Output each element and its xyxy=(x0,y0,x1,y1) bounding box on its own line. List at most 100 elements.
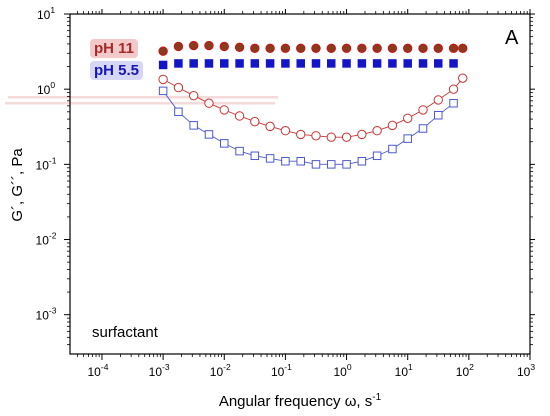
series-2 xyxy=(158,73,468,142)
x-tick-label: 10-1 xyxy=(271,362,292,379)
x-tick-label: 10-3 xyxy=(149,362,170,379)
data-point-circle xyxy=(403,113,413,123)
data-point-square xyxy=(296,59,305,68)
plot-frame xyxy=(69,13,531,355)
data-point-circle xyxy=(296,43,306,53)
data-point-circle xyxy=(250,116,260,127)
data-point-square xyxy=(158,60,168,70)
data-point-square xyxy=(403,59,412,68)
data-point-square xyxy=(372,59,382,68)
data-point-square xyxy=(174,59,183,68)
data-point-circle xyxy=(418,43,428,53)
data-point-circle xyxy=(296,129,306,140)
series-3 xyxy=(158,86,458,169)
data-point-square xyxy=(235,146,244,156)
data-point-circle xyxy=(234,42,245,53)
data-point-circle xyxy=(173,41,184,52)
data-point-square xyxy=(281,156,290,166)
y-tick-label: 10-3 xyxy=(36,306,57,323)
x-tick-label: 101 xyxy=(395,362,413,379)
data-point-circle xyxy=(403,43,413,53)
data-point-square xyxy=(357,59,367,68)
data-point-square xyxy=(372,151,382,161)
data-point-square xyxy=(418,59,428,68)
data-point-square xyxy=(204,59,214,68)
data-point-circle xyxy=(341,132,352,142)
data-point-circle xyxy=(357,43,367,53)
legend-label-ph55: pH 5.5 xyxy=(94,62,139,79)
data-point-square xyxy=(388,59,397,68)
data-point-square xyxy=(220,59,229,68)
data-point-circle xyxy=(173,82,184,93)
data-point-circle xyxy=(372,126,382,136)
series-0 xyxy=(158,40,468,56)
data-point-square xyxy=(327,160,336,169)
x-tick-label: 10-2 xyxy=(210,362,231,379)
x-tick-label: 10-4 xyxy=(88,362,109,379)
data-point-square xyxy=(418,124,428,133)
data-point-square xyxy=(327,59,336,68)
data-point-circle xyxy=(188,40,199,51)
data-point-square xyxy=(265,154,275,163)
data-point-square xyxy=(388,144,397,154)
data-point-square xyxy=(250,59,260,68)
x-tick-label: 103 xyxy=(517,362,535,379)
y-tick-label: 100 xyxy=(37,80,55,97)
data-point-square xyxy=(342,160,351,169)
data-point-circle xyxy=(418,105,428,115)
data-point-circle xyxy=(158,74,168,85)
y-tick-label: 10-2 xyxy=(36,231,57,248)
data-point-circle xyxy=(357,129,367,140)
y-axis-title: G´, G´´, Pa xyxy=(9,148,26,222)
data-point-circle xyxy=(280,43,291,53)
data-point-circle xyxy=(219,105,229,115)
x-tick-label: 102 xyxy=(456,362,474,379)
data-point-square xyxy=(449,59,458,68)
data-point-circle xyxy=(204,98,214,108)
data-point-circle xyxy=(265,43,275,53)
data-point-square xyxy=(250,151,260,161)
data-point-square xyxy=(434,59,443,68)
data-point-square xyxy=(189,121,198,130)
data-point-circle xyxy=(372,43,382,53)
data-point-square xyxy=(311,59,321,68)
data-point-square xyxy=(403,134,412,143)
data-point-square xyxy=(158,86,168,96)
data-point-circle xyxy=(341,43,352,53)
data-point-square xyxy=(357,156,367,166)
y-tick-label: 101 xyxy=(37,5,55,22)
data-point-circle xyxy=(234,111,245,121)
series-1 xyxy=(158,59,458,70)
data-point-square xyxy=(449,98,458,108)
data-point-circle xyxy=(433,95,443,105)
data-point-square xyxy=(434,110,443,120)
data-point-circle xyxy=(387,120,398,131)
data-point-circle xyxy=(311,43,321,53)
data-point-circle xyxy=(204,40,214,51)
legend-label-ph11: pH 11 xyxy=(94,40,134,57)
data-point-circle xyxy=(265,121,275,132)
data-point-square xyxy=(204,130,214,139)
axis-layer: 10-4 10-3 10-2 10-1 100 101 102 103 10-3 10-2 10-1… xyxy=(36,5,536,379)
x-axis-title: Angular frequency ω, s-1 xyxy=(219,392,382,410)
data-point-circle xyxy=(250,43,260,53)
data-point-circle xyxy=(219,41,229,52)
data-point-circle xyxy=(326,132,336,142)
data-point-circle xyxy=(387,43,398,53)
data-point-circle xyxy=(448,84,459,94)
panel-label: A xyxy=(505,27,519,49)
data-point-square xyxy=(281,59,290,68)
data-point-square xyxy=(265,59,275,68)
legend: pH 11 pH 5.5 xyxy=(90,39,144,80)
annotation-surfactant: surfactant xyxy=(92,324,159,341)
data-point-circle xyxy=(280,126,291,136)
data-point-square xyxy=(311,160,321,169)
data-point-square xyxy=(235,59,244,68)
data-point-square xyxy=(296,156,305,166)
legend-highlight-ph11 xyxy=(90,39,139,58)
x-axis-title-main: Angular frequency ω, s xyxy=(219,393,372,410)
data-point-circle xyxy=(458,43,468,53)
data-point-circle xyxy=(458,73,468,83)
data-point-circle xyxy=(326,43,336,53)
